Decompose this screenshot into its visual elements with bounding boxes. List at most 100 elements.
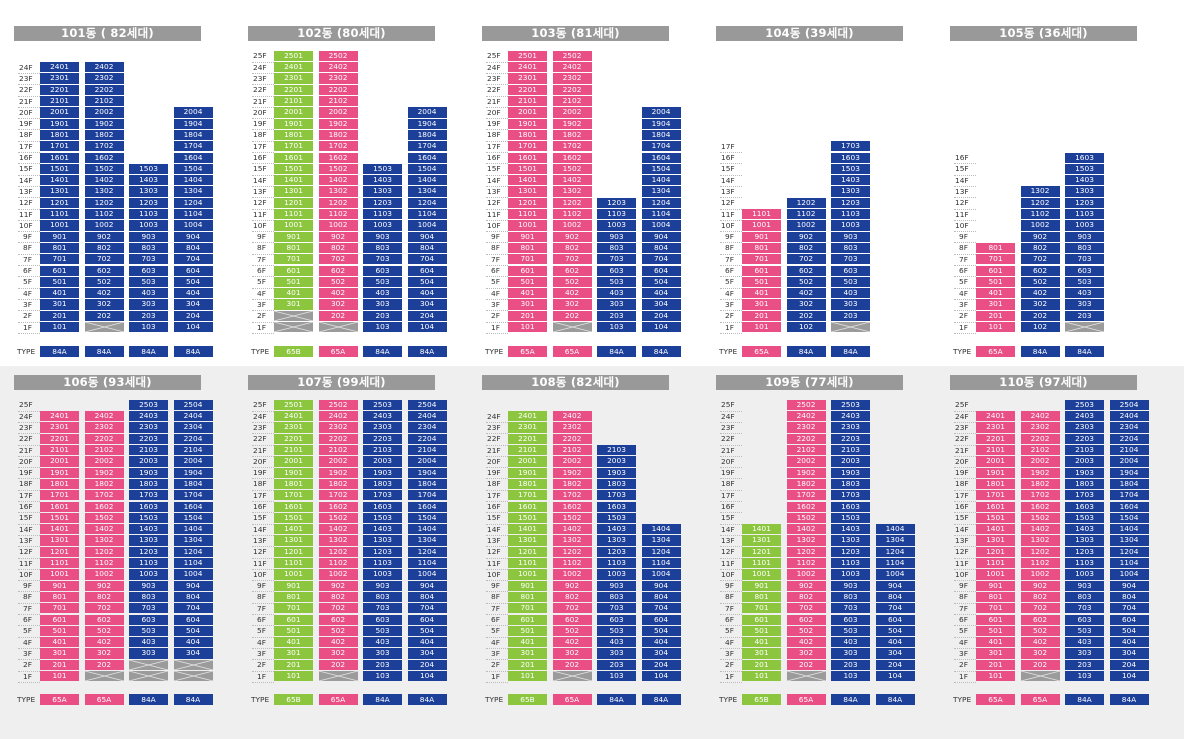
- unit-cell[interactable]: 1103: [363, 558, 402, 569]
- unit-cell[interactable]: 803: [129, 242, 168, 254]
- unit-cell[interactable]: 2003: [129, 456, 168, 467]
- unit-cell[interactable]: 602: [786, 614, 826, 625]
- unit-cell[interactable]: 1002: [318, 220, 358, 231]
- unit-cell[interactable]: 1501: [274, 163, 313, 175]
- unit-cell[interactable]: 701: [40, 603, 79, 614]
- unit-cell[interactable]: 1503: [1065, 512, 1104, 524]
- unit-cell[interactable]: 403: [1065, 288, 1104, 299]
- unit-cell[interactable]: 1704: [173, 490, 213, 501]
- unit-cell[interactable]: 603: [129, 614, 168, 625]
- unit-cell[interactable]: 1801: [40, 129, 79, 141]
- unit-cell[interactable]: 2401: [40, 62, 79, 73]
- unit-cell[interactable]: 1001: [508, 569, 547, 580]
- unit-cell[interactable]: 2003: [597, 456, 636, 467]
- unit-cell[interactable]: 1401: [40, 175, 79, 186]
- unit-cell[interactable]: 1201: [976, 546, 1015, 557]
- unit-cell[interactable]: 1602: [1020, 501, 1060, 512]
- unit-cell[interactable]: 902: [84, 580, 124, 591]
- unit-cell[interactable]: 1202: [318, 546, 358, 557]
- unit-cell[interactable]: 102: [1020, 322, 1060, 333]
- unit-cell[interactable]: 1704: [173, 141, 213, 152]
- unit-cell[interactable]: 1503: [597, 512, 636, 524]
- unit-cell[interactable]: 1304: [875, 535, 915, 546]
- unit-cell[interactable]: 1902: [84, 467, 124, 478]
- unit-cell[interactable]: 2504: [173, 399, 213, 411]
- unit-cell[interactable]: 703: [1065, 254, 1104, 265]
- unit-cell[interactable]: 902: [84, 231, 124, 242]
- unit-cell[interactable]: 203: [597, 659, 636, 670]
- unit-cell[interactable]: 201: [40, 659, 79, 670]
- unit-cell[interactable]: 1901: [40, 467, 79, 478]
- unit-cell[interactable]: 2302: [318, 73, 358, 84]
- unit-cell[interactable]: 2002: [318, 107, 358, 118]
- unit-cell[interactable]: 401: [742, 637, 781, 648]
- unit-cell[interactable]: 504: [641, 276, 681, 288]
- unit-cell[interactable]: 1001: [508, 220, 547, 231]
- unit-cell[interactable]: 604: [875, 614, 915, 625]
- unit-cell[interactable]: 1602: [552, 501, 592, 512]
- unit-cell[interactable]: 1204: [173, 197, 213, 208]
- unit-cell[interactable]: 604: [173, 614, 213, 625]
- unit-cell[interactable]: 801: [274, 242, 313, 254]
- unit-cell[interactable]: 604: [407, 265, 447, 276]
- unit-cell[interactable]: 1302: [552, 535, 592, 546]
- unit-cell[interactable]: 1103: [363, 209, 402, 220]
- unit-cell[interactable]: 1703: [363, 490, 402, 501]
- unit-cell[interactable]: 402: [786, 288, 826, 299]
- unit-cell[interactable]: 1304: [407, 535, 447, 546]
- unit-cell[interactable]: 202: [786, 310, 826, 321]
- unit-cell[interactable]: 1903: [1065, 467, 1104, 478]
- unit-cell[interactable]: 1704: [641, 141, 681, 152]
- unit-cell[interactable]: 304: [1109, 648, 1149, 659]
- unit-cell[interactable]: 602: [84, 265, 124, 276]
- unit-cell[interactable]: 602: [552, 265, 592, 276]
- unit-cell[interactable]: 1103: [1065, 209, 1104, 220]
- unit-cell[interactable]: 1004: [173, 569, 213, 580]
- unit-cell[interactable]: 103: [363, 671, 402, 682]
- unit-cell[interactable]: 903: [597, 580, 636, 591]
- unit-cell[interactable]: 703: [129, 254, 168, 265]
- unit-cell[interactable]: 2404: [407, 411, 447, 422]
- unit-cell[interactable]: 1404: [1109, 524, 1149, 535]
- unit-cell[interactable]: 901: [976, 580, 1015, 591]
- unit-cell[interactable]: 804: [641, 591, 681, 603]
- unit-cell[interactable]: 502: [786, 276, 826, 288]
- unit-cell[interactable]: 1201: [274, 546, 313, 557]
- unit-cell[interactable]: 301: [976, 648, 1015, 659]
- unit-cell[interactable]: 1103: [597, 558, 636, 569]
- unit-cell[interactable]: 1004: [875, 569, 915, 580]
- unit-cell[interactable]: 801: [274, 591, 313, 603]
- unit-cell[interactable]: 1101: [274, 209, 313, 220]
- unit-cell[interactable]: 1404: [641, 175, 681, 186]
- unit-cell[interactable]: 2502: [318, 50, 358, 62]
- unit-cell[interactable]: 1002: [552, 220, 592, 231]
- unit-cell[interactable]: 303: [831, 299, 870, 310]
- unit-cell[interactable]: 701: [976, 603, 1015, 614]
- unit-cell[interactable]: 1503: [831, 512, 870, 524]
- unit-cell[interactable]: 1603: [1065, 152, 1104, 163]
- unit-cell[interactable]: 2203: [363, 433, 402, 444]
- unit-cell[interactable]: 1203: [831, 546, 870, 557]
- unit-cell[interactable]: 703: [363, 603, 402, 614]
- unit-cell[interactable]: 1001: [976, 569, 1015, 580]
- unit-cell[interactable]: 2303: [129, 422, 168, 433]
- unit-cell[interactable]: 1604: [407, 152, 447, 163]
- unit-cell[interactable]: 401: [274, 288, 313, 299]
- unit-cell[interactable]: 401: [40, 637, 79, 648]
- unit-cell[interactable]: 1903: [597, 467, 636, 478]
- unit-cell[interactable]: 301: [508, 648, 547, 659]
- unit-cell[interactable]: 2503: [129, 399, 168, 411]
- unit-cell[interactable]: 502: [1020, 625, 1060, 637]
- unit-cell[interactable]: 2004: [641, 107, 681, 118]
- unit-cell[interactable]: 502: [552, 625, 592, 637]
- unit-cell[interactable]: 301: [40, 299, 79, 310]
- unit-cell[interactable]: 1301: [40, 186, 79, 197]
- unit-cell[interactable]: 902: [1020, 231, 1060, 242]
- unit-cell[interactable]: 1602: [84, 501, 124, 512]
- unit-cell[interactable]: 1604: [1109, 501, 1149, 512]
- unit-cell[interactable]: 1101: [508, 209, 547, 220]
- unit-cell[interactable]: 501: [40, 276, 79, 288]
- unit-cell[interactable]: 1204: [407, 546, 447, 557]
- unit-cell[interactable]: 901: [508, 580, 547, 591]
- unit-cell[interactable]: 2202: [84, 433, 124, 444]
